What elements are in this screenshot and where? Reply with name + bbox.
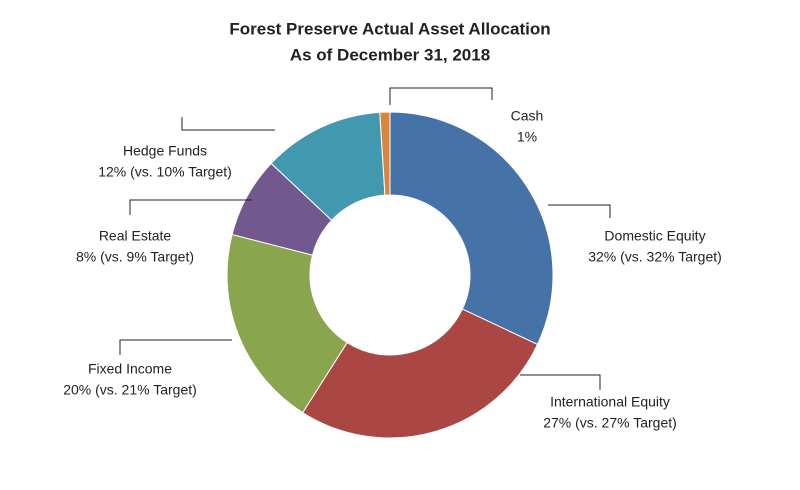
- slice-label: Domestic Equity: [604, 228, 705, 244]
- slice-label: Fixed Income: [88, 361, 172, 377]
- donut-slice: [226, 233, 348, 414]
- slice-label: Hedge Funds: [123, 143, 207, 159]
- slice-label: Cash: [511, 108, 544, 124]
- chart-title: Forest Preserve Actual Asset Allocation: [229, 19, 550, 38]
- slice-label: International Equity: [550, 394, 670, 410]
- slice-label: Real Estate: [99, 228, 172, 244]
- data-label: 27% (vs. 27% Target): [543, 415, 677, 431]
- data-label: 1%: [517, 129, 537, 145]
- leader-line: [548, 204, 611, 218]
- leader-line: [119, 339, 232, 355]
- leader-line: [520, 374, 601, 390]
- donut-slice: [379, 111, 391, 196]
- data-label: 12% (vs. 10% Target): [98, 164, 232, 180]
- data-label: 32% (vs. 32% Target): [588, 249, 722, 265]
- leader-line: [129, 199, 252, 215]
- donut-slice: [389, 111, 554, 346]
- donut-slice: [301, 308, 539, 439]
- leader-line: [181, 117, 275, 131]
- leader-line: [389, 87, 493, 105]
- data-label: 20% (vs. 21% Target): [63, 382, 197, 398]
- chart-subtitle: As of December 31, 2018: [290, 45, 490, 64]
- data-label: 8% (vs. 9% Target): [76, 249, 194, 265]
